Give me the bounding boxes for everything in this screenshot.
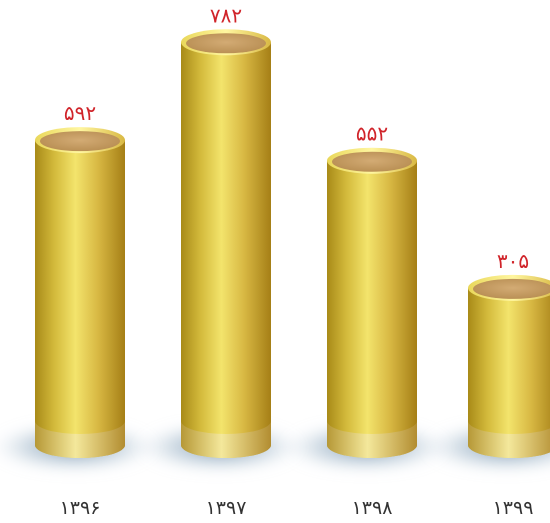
category-label: ۱۳۹۶ xyxy=(60,497,101,519)
category-labels: ۱۳۹۶ ۱۳۹۷ ۱۳۹۸ ۱۳۹۹ xyxy=(60,497,534,519)
value-label: ۵۹۲ xyxy=(64,101,96,125)
bar xyxy=(327,147,417,458)
bar-body xyxy=(468,287,550,458)
category-label: ۱۳۹۹ xyxy=(493,497,534,519)
bar-base-band xyxy=(327,421,417,458)
bar-base-band xyxy=(181,421,271,458)
value-label: ۵۵۲ xyxy=(356,122,388,146)
bar xyxy=(35,127,125,458)
category-label: ۱۳۹۸ xyxy=(352,497,393,519)
bar-top-face xyxy=(186,33,266,54)
bar-base-band xyxy=(35,421,125,458)
value-label: ۷۸۲ xyxy=(210,3,242,27)
bar-body xyxy=(327,160,417,458)
category-label: ۱۳۹۷ xyxy=(206,497,247,519)
bar-base-band xyxy=(468,421,550,458)
bar xyxy=(468,274,550,458)
bar-top-face xyxy=(473,278,550,299)
bar-top-face xyxy=(40,131,120,152)
value-label: ۳۰۵ xyxy=(497,249,529,273)
bar-body xyxy=(181,42,271,459)
bars xyxy=(35,29,550,459)
value-labels: ۵۹۲ ۷۸۲ ۵۵۲ ۳۰۵ xyxy=(64,3,529,273)
bar xyxy=(181,29,271,459)
bar-top-face xyxy=(332,151,412,172)
bar-body xyxy=(35,140,125,458)
